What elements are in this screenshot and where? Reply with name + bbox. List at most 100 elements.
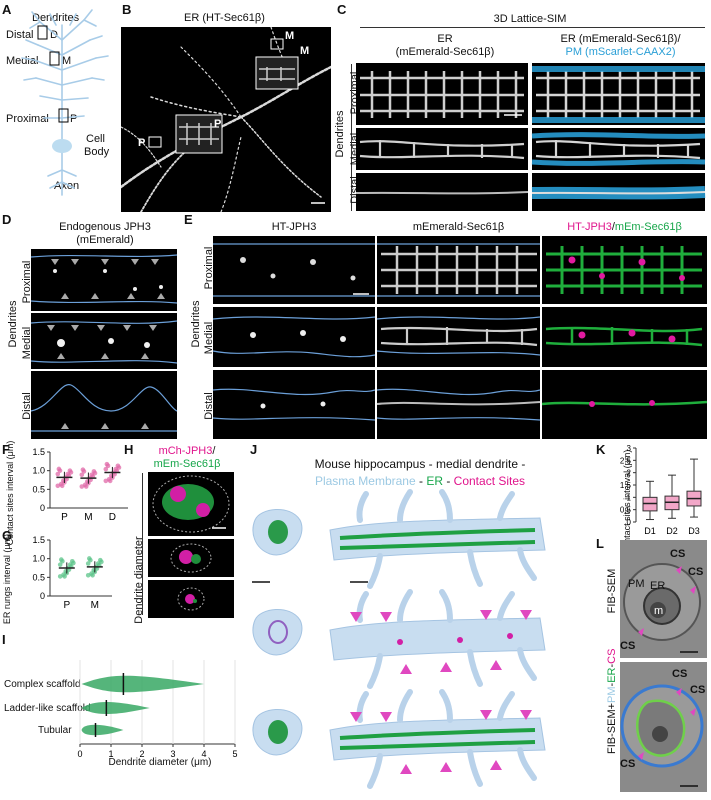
l-cs-label-4: CS [672, 668, 688, 680]
violin-body [81, 702, 150, 714]
distal-box-label: D [50, 29, 58, 41]
h-title-sep: / [212, 445, 216, 457]
y-tick-label: 1.5 [620, 481, 632, 490]
e-col3-header: HT-JPH3/mEm-Sec61β [542, 221, 707, 233]
i-cat-tubular: Tubular [38, 725, 72, 736]
data-point [107, 478, 113, 484]
j-legend-er: ER [426, 474, 443, 488]
y-tick-label: 0.5 [620, 506, 632, 515]
b-p-label-1: P [138, 137, 146, 149]
b-m-label-2: M [300, 45, 310, 57]
c-col2-line2: PM (mScarlet-CAAX2) [565, 46, 676, 58]
e-col3-jph3: HT-JPH3 [567, 221, 612, 233]
l-side-label-2: FIB-SEM+PM-ER-CS [606, 649, 618, 754]
chart-f: 0 0.5 1.0 1.5 P M D [32, 447, 128, 523]
c-er-proximal [356, 63, 528, 125]
panel-j-letter: J [250, 442, 258, 457]
panel-b-title: ER (HT-Sec61β) [184, 12, 265, 24]
panel-f-letter: F [2, 442, 10, 457]
c-col1-line2: (mEmerald-Sec61β) [395, 46, 495, 58]
c-merge-proximal [532, 63, 705, 125]
e-sec61-medial [376, 307, 541, 367]
medial-label: Medial [6, 55, 39, 67]
e-merge-medial [542, 307, 707, 367]
j-3d-reconstruction [250, 490, 580, 800]
c-col2-line1: ER (mEmerald-Sec61β)/ [560, 33, 681, 45]
l-side2-pm: PM [606, 686, 618, 703]
data-point [81, 469, 87, 474]
d-medial-image [30, 313, 178, 369]
y-tick-label: 1.5 [32, 447, 45, 457]
e-sec61-proximal [377, 236, 540, 304]
h-large-section [148, 472, 234, 536]
c-side-label: Dendrites [334, 110, 346, 158]
proximal-label: Proximal [6, 113, 49, 125]
x-tick-label: D1 [644, 526, 656, 536]
h-title-jph3: mCh-JPH3 [158, 445, 213, 457]
c-merge-distal [531, 173, 706, 211]
data-point [116, 465, 122, 470]
d-side-label: Dendrites [7, 300, 19, 348]
panel-l-letter: L [596, 536, 604, 551]
x-tick-label: D2 [666, 526, 678, 536]
i-xlabel: Dendrite diameter (μm) [108, 757, 212, 768]
l-pm-label: PM [628, 578, 645, 590]
panel-i-letter: I [2, 632, 6, 647]
body-label: Body [84, 146, 110, 158]
data-point [83, 484, 89, 489]
data-point [68, 470, 74, 475]
i-cat-complex: Complex scaffold [4, 679, 81, 690]
l-cs-label-1: CS [670, 548, 686, 560]
chart-g: 0 0.5 1.0 1.5 P M [32, 535, 112, 611]
x-tick-label: 3 [170, 749, 175, 759]
y-tick-label: 0 [40, 503, 45, 513]
er-overview-image [121, 27, 331, 212]
data-point [71, 560, 76, 566]
y-tick-label: 0 [40, 591, 45, 601]
c-side-bar [351, 64, 352, 211]
l-cs-label-6: CS [620, 758, 636, 770]
l-m-label: m [654, 605, 664, 617]
panel-k-letter: K [596, 442, 606, 457]
data-point [59, 483, 65, 489]
y-tick-label: 1.5 [32, 535, 45, 545]
e-jph3-distal [212, 370, 376, 439]
data-point [57, 562, 63, 567]
violin-body [81, 724, 124, 736]
l-side2-dash1: - [606, 682, 618, 687]
j-legend-pm: Plasma Membrane [314, 474, 416, 488]
e-jph3-medial [212, 307, 376, 367]
d-distal-image [30, 371, 178, 439]
x-tick-label: 5 [232, 749, 237, 759]
l-side2-prefix: FIB-SEM+ [606, 702, 618, 754]
panel-d-letter: D [2, 212, 12, 227]
proximal-box-label: P [70, 113, 78, 125]
data-point [105, 463, 111, 469]
l-cs-label-3: CS [620, 640, 636, 652]
x-tick-label: 4 [201, 749, 206, 759]
j-legend-cs: Contact Sites [453, 474, 526, 488]
h-title-line2: mEm-Sec61β [153, 458, 221, 470]
j-title: Mouse hippocampus - medial dendrite - [314, 457, 526, 471]
panel-e-letter: E [184, 212, 193, 227]
l-side2-er: ER [606, 667, 618, 683]
panel-h-letter: H [124, 442, 134, 457]
h-side-label: Dendrite diameter [133, 536, 145, 624]
c-er-medial [356, 128, 528, 170]
dendrites-label: Dendrites [32, 12, 80, 24]
d-proximal-image [30, 249, 178, 311]
h-medium-section [148, 539, 234, 577]
d-title-line2: (mEmerald) [76, 234, 134, 246]
c-merge-medial [531, 128, 706, 170]
x-tick-label: P [61, 512, 68, 523]
c-col1-line1: ER [437, 33, 453, 45]
medial-box-label: M [62, 55, 72, 67]
e-jph3-proximal [213, 236, 375, 304]
l-fibsem-overlay-image [620, 662, 707, 792]
j-legend-sep1: - [415, 474, 427, 488]
l-cs-label-5: CS [690, 684, 706, 696]
e-merge-proximal [542, 236, 707, 304]
c-header-line [360, 27, 705, 28]
panel-b-letter: B [122, 2, 132, 17]
h-title-line1: mCh-JPH3/ [132, 445, 242, 457]
